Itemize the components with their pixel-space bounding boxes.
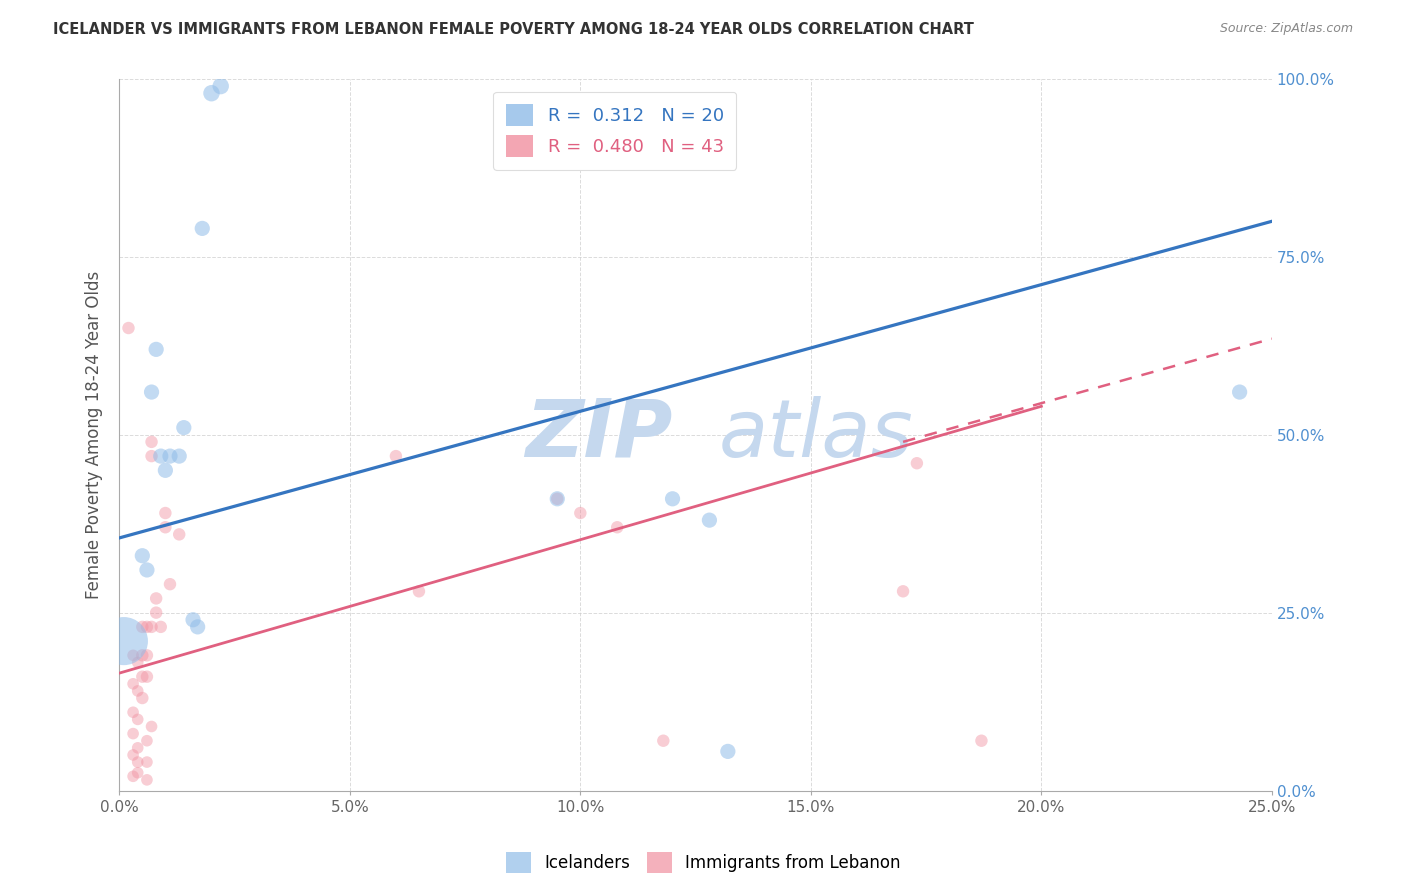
Point (131, 620, 153, 634)
Point (127, 712, 149, 726)
Point (652, 733, 675, 747)
Point (155, 506, 177, 520)
Point (112, 634, 135, 648)
Point (606, 520, 628, 534)
Point (187, 620, 209, 634)
Point (131, 648, 153, 663)
Point (149, 449, 172, 463)
Point (141, 434, 163, 449)
Point (209, 79, 232, 94)
Point (569, 506, 592, 520)
Point (122, 677, 145, 691)
Point (141, 385, 163, 400)
Point (717, 744, 740, 758)
Point (145, 343, 167, 357)
Point (122, 705, 145, 719)
Point (117, 321, 139, 335)
Point (173, 420, 195, 434)
Point (127, 684, 149, 698)
Legend: Icelanders, Immigrants from Lebanon: Icelanders, Immigrants from Lebanon (499, 846, 907, 880)
Point (155, 520, 177, 534)
Point (141, 449, 163, 463)
Point (136, 772, 159, 787)
Point (167, 527, 190, 541)
Point (122, 747, 145, 762)
Point (159, 577, 181, 591)
Point (122, 769, 145, 783)
Point (136, 563, 159, 577)
Point (122, 648, 145, 663)
Point (167, 449, 190, 463)
Point (136, 733, 159, 747)
Point (905, 456, 928, 470)
Point (155, 463, 177, 477)
Point (131, 670, 153, 684)
Point (127, 740, 149, 755)
Point (1229, 385, 1251, 400)
Point (136, 620, 159, 634)
Point (127, 656, 149, 670)
Text: ZIP: ZIP (526, 396, 672, 474)
Point (131, 549, 153, 563)
Point (546, 491, 568, 506)
Point (181, 613, 204, 627)
Point (699, 513, 721, 527)
Legend: R =  0.312   N = 20, R =  0.480   N = 43: R = 0.312 N = 20, R = 0.480 N = 43 (494, 92, 737, 170)
Text: ICELANDER VS IMMIGRANTS FROM LEBANON FEMALE POVERTY AMONG 18-24 YEAR OLDS CORREL: ICELANDER VS IMMIGRANTS FROM LEBANON FEM… (53, 22, 974, 37)
Point (145, 606, 167, 620)
Point (136, 755, 159, 769)
Point (408, 584, 430, 599)
Point (127, 765, 149, 780)
Point (891, 584, 914, 599)
Point (145, 591, 167, 606)
Point (127, 755, 149, 769)
Point (546, 491, 568, 506)
Point (159, 449, 181, 463)
Point (141, 620, 163, 634)
Text: Source: ZipAtlas.com: Source: ZipAtlas.com (1219, 22, 1353, 36)
Y-axis label: Female Poverty Among 18-24 Year Olds: Female Poverty Among 18-24 Year Olds (86, 270, 103, 599)
Point (141, 719, 163, 733)
Point (136, 670, 159, 684)
Text: atlas: atlas (718, 396, 914, 474)
Point (200, 86, 222, 100)
Point (385, 449, 408, 463)
Point (970, 733, 993, 747)
Point (136, 648, 159, 663)
Point (661, 491, 683, 506)
Point (191, 221, 214, 235)
Point (131, 691, 153, 706)
Point (149, 620, 172, 634)
Point (122, 726, 145, 740)
